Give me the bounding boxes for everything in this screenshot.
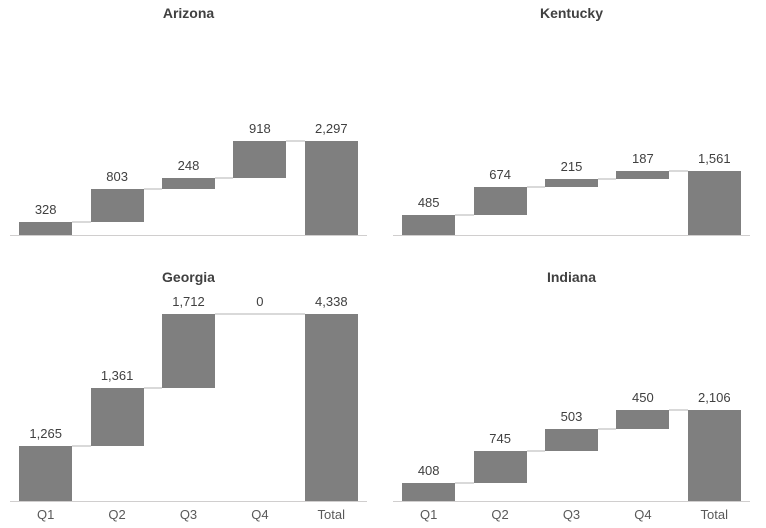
connector-line	[143, 187, 162, 190]
connector-line	[598, 177, 617, 180]
data-label: 674	[489, 167, 511, 183]
bar-q2	[90, 387, 144, 447]
x-axis-label: Q2	[108, 507, 126, 522]
bar-q3	[545, 178, 598, 188]
connector-line	[286, 312, 305, 315]
data-label: 0	[256, 293, 264, 309]
bar-total	[304, 140, 358, 235]
plot-area: 485 674 215 187 1,561	[383, 0, 766, 264]
bar-q2	[473, 451, 527, 484]
bar-q3	[545, 429, 598, 452]
x-axis-line	[393, 501, 750, 502]
bar-q4	[616, 170, 670, 179]
x-axis-line	[393, 235, 750, 236]
data-label: 1,712	[172, 293, 205, 309]
waterfall-chart-indiana: 408 Q1 745 Q2 503 Q3 450 Q4 2,106 Total Indiana	[383, 264, 766, 528]
data-label: 4,338	[315, 293, 348, 309]
bar-q3	[162, 178, 215, 189]
data-label: 450	[632, 390, 654, 406]
data-label: 187	[632, 150, 654, 166]
x-axis-label: Q1	[420, 507, 438, 522]
data-label: 918	[249, 120, 271, 136]
data-label: 1,561	[698, 150, 731, 166]
connector-line	[215, 177, 234, 180]
x-axis-label: Q3	[179, 507, 198, 522]
connector-line	[526, 186, 545, 189]
bar-q4	[616, 410, 670, 430]
bar-total	[687, 170, 741, 235]
bar-q4	[233, 140, 287, 179]
bar-q1	[402, 215, 456, 235]
bar-total	[687, 410, 741, 501]
data-label: 803	[106, 168, 128, 184]
bar-q1	[402, 483, 456, 501]
connector-line	[72, 220, 91, 223]
zero-value-line	[233, 312, 287, 315]
x-axis-label: Total	[317, 507, 346, 522]
connector-line	[526, 450, 545, 453]
data-label: 1,265	[29, 426, 62, 442]
data-label: 408	[417, 463, 440, 479]
x-axis-label: Q4	[634, 507, 652, 522]
connector-line	[455, 482, 474, 485]
data-label: 2,297	[315, 120, 348, 136]
chart-title: Kentucky	[539, 5, 604, 21]
waterfall-chart-kentucky: 485 674 215 187 1,561 Kentucky	[383, 0, 766, 264]
x-axis-label: Total	[700, 507, 729, 522]
x-axis-label: Q4	[251, 507, 269, 522]
x-axis-label: Q1	[37, 507, 55, 522]
plot-area: 1,265 Q1 1,361 Q2 1,712 Q3 0 Q4 4,338 Total	[0, 264, 383, 528]
connector-line	[215, 312, 234, 315]
x-axis-label: Q3	[562, 507, 581, 522]
chart-title: Arizona	[162, 5, 215, 21]
data-label: 328	[34, 201, 57, 217]
bar-total	[304, 313, 358, 501]
bar-q2	[473, 187, 527, 216]
data-label: 1,361	[100, 367, 134, 383]
connector-line	[143, 386, 162, 389]
data-label: 2,106	[698, 390, 731, 406]
bar-q1	[19, 221, 73, 235]
connector-line	[669, 169, 688, 172]
connector-line	[286, 139, 305, 142]
data-label: 745	[489, 431, 511, 447]
plot-area: 408 Q1 745 Q2 503 Q3 450 Q4 2,106 Total	[383, 264, 766, 528]
chart-title: Indiana	[546, 269, 596, 285]
bar-q2	[90, 188, 144, 222]
data-label: 215	[560, 158, 583, 174]
waterfall-chart-georgia: 1,265 Q1 1,361 Q2 1,712 Q3 0 Q4 4,338 Total Georg…	[0, 264, 383, 528]
bar-q1	[19, 446, 73, 501]
x-axis-line	[10, 235, 367, 236]
data-label: 248	[177, 158, 200, 174]
bar-q3	[162, 313, 215, 388]
data-label: 503	[560, 409, 583, 425]
plot-area: 328 803 248 918 2,297	[0, 0, 383, 264]
connector-line	[669, 409, 688, 412]
connector-line	[455, 214, 474, 217]
connector-line	[598, 428, 617, 431]
waterfall-chart-arizona: 328 803 248 918 2,297 Arizona	[0, 0, 383, 264]
connector-line	[72, 445, 91, 448]
chart-title: Georgia	[162, 269, 215, 285]
x-axis-label: Q2	[491, 507, 509, 522]
x-axis-line	[10, 501, 367, 502]
data-label: 485	[417, 195, 440, 211]
